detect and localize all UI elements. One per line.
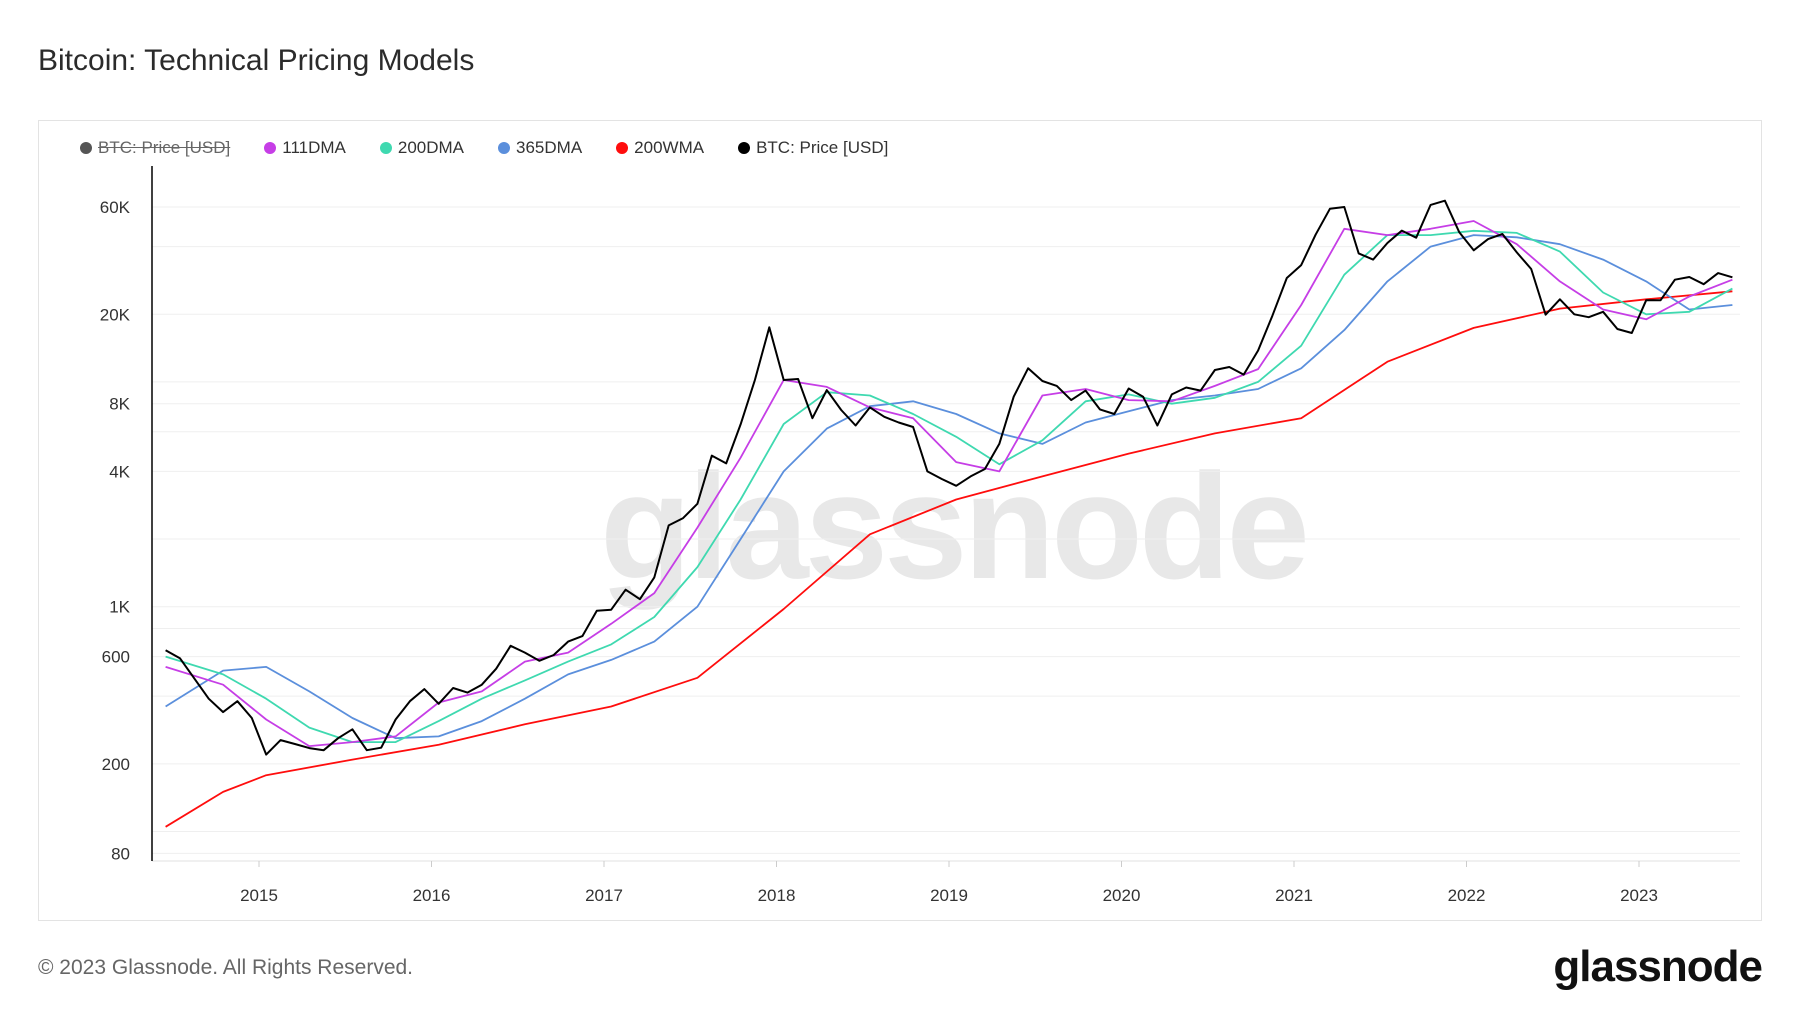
legend-label: 200WMA <box>634 138 705 157</box>
legend-dot-icon <box>616 142 629 154</box>
x-tick-label: 2017 <box>585 886 623 905</box>
chart-frame <box>38 120 1762 921</box>
legend: BTC: Price [USD] 111DMA 200DMA 365DMA 200WMA… <box>80 138 922 158</box>
legend-label: BTC: Price [USD] <box>756 138 889 157</box>
legend-label: 365DMA <box>516 138 583 157</box>
series-200dma <box>165 229 1733 743</box>
x-tick-label: 2022 <box>1448 886 1486 905</box>
series-line <box>165 229 1733 743</box>
y-tick-label: 80 <box>111 844 130 863</box>
legend-item[interactable]: BTC: Price [USD] <box>80 138 230 158</box>
copyright: © 2023 Glassnode. All Rights Reserved. <box>38 956 414 979</box>
page-title: Bitcoin: Technical Pricing Models <box>38 44 475 77</box>
series-line <box>165 234 1733 740</box>
x-tick-label: 2015 <box>240 886 278 905</box>
legend-item[interactable]: 365DMA <box>498 138 582 158</box>
legend-dot-icon <box>498 142 511 154</box>
y-tick-label: 1K <box>109 598 130 617</box>
glassnode-logo: glassnode <box>1553 942 1763 991</box>
x-tick-label: 2019 <box>930 886 968 905</box>
series-200wma <box>165 290 1733 828</box>
series-line <box>165 199 1733 756</box>
x-tick-label: 2016 <box>413 886 451 905</box>
series-line <box>165 220 1733 747</box>
legend-item[interactable]: BTC: Price [USD] <box>738 138 888 158</box>
legend-label: 111DMA <box>282 138 346 157</box>
series-btc-price-usd- <box>165 199 1733 756</box>
legend-item[interactable]: 111DMA <box>264 138 346 158</box>
y-tick-label: 20K <box>100 305 131 324</box>
legend-dot-icon <box>264 142 277 154</box>
y-tick-label: 200 <box>102 755 130 774</box>
series-111dma <box>165 220 1733 747</box>
y-tick-label: 60K <box>100 198 131 217</box>
y-tick-label: 600 <box>102 648 130 667</box>
x-tick-label: 2023 <box>1620 886 1658 905</box>
legend-label: 200DMA <box>397 138 465 157</box>
y-tick-label: 8K <box>109 395 130 414</box>
legend-dot-icon <box>738 142 751 154</box>
x-tick-label: 2018 <box>758 886 796 905</box>
legend-label: BTC: Price [USD] <box>98 138 231 157</box>
legend-dot-icon <box>80 142 92 154</box>
legend-item[interactable]: 200DMA <box>379 138 465 158</box>
x-tick-label: 2020 <box>1103 886 1141 905</box>
x-tick-label: 2021 <box>1275 886 1313 905</box>
legend-item[interactable]: 200WMA <box>616 138 704 158</box>
y-tick-label: 4K <box>109 462 130 481</box>
series-365dma <box>165 234 1733 740</box>
legend-dot-icon <box>379 142 392 154</box>
series-line <box>165 290 1733 828</box>
